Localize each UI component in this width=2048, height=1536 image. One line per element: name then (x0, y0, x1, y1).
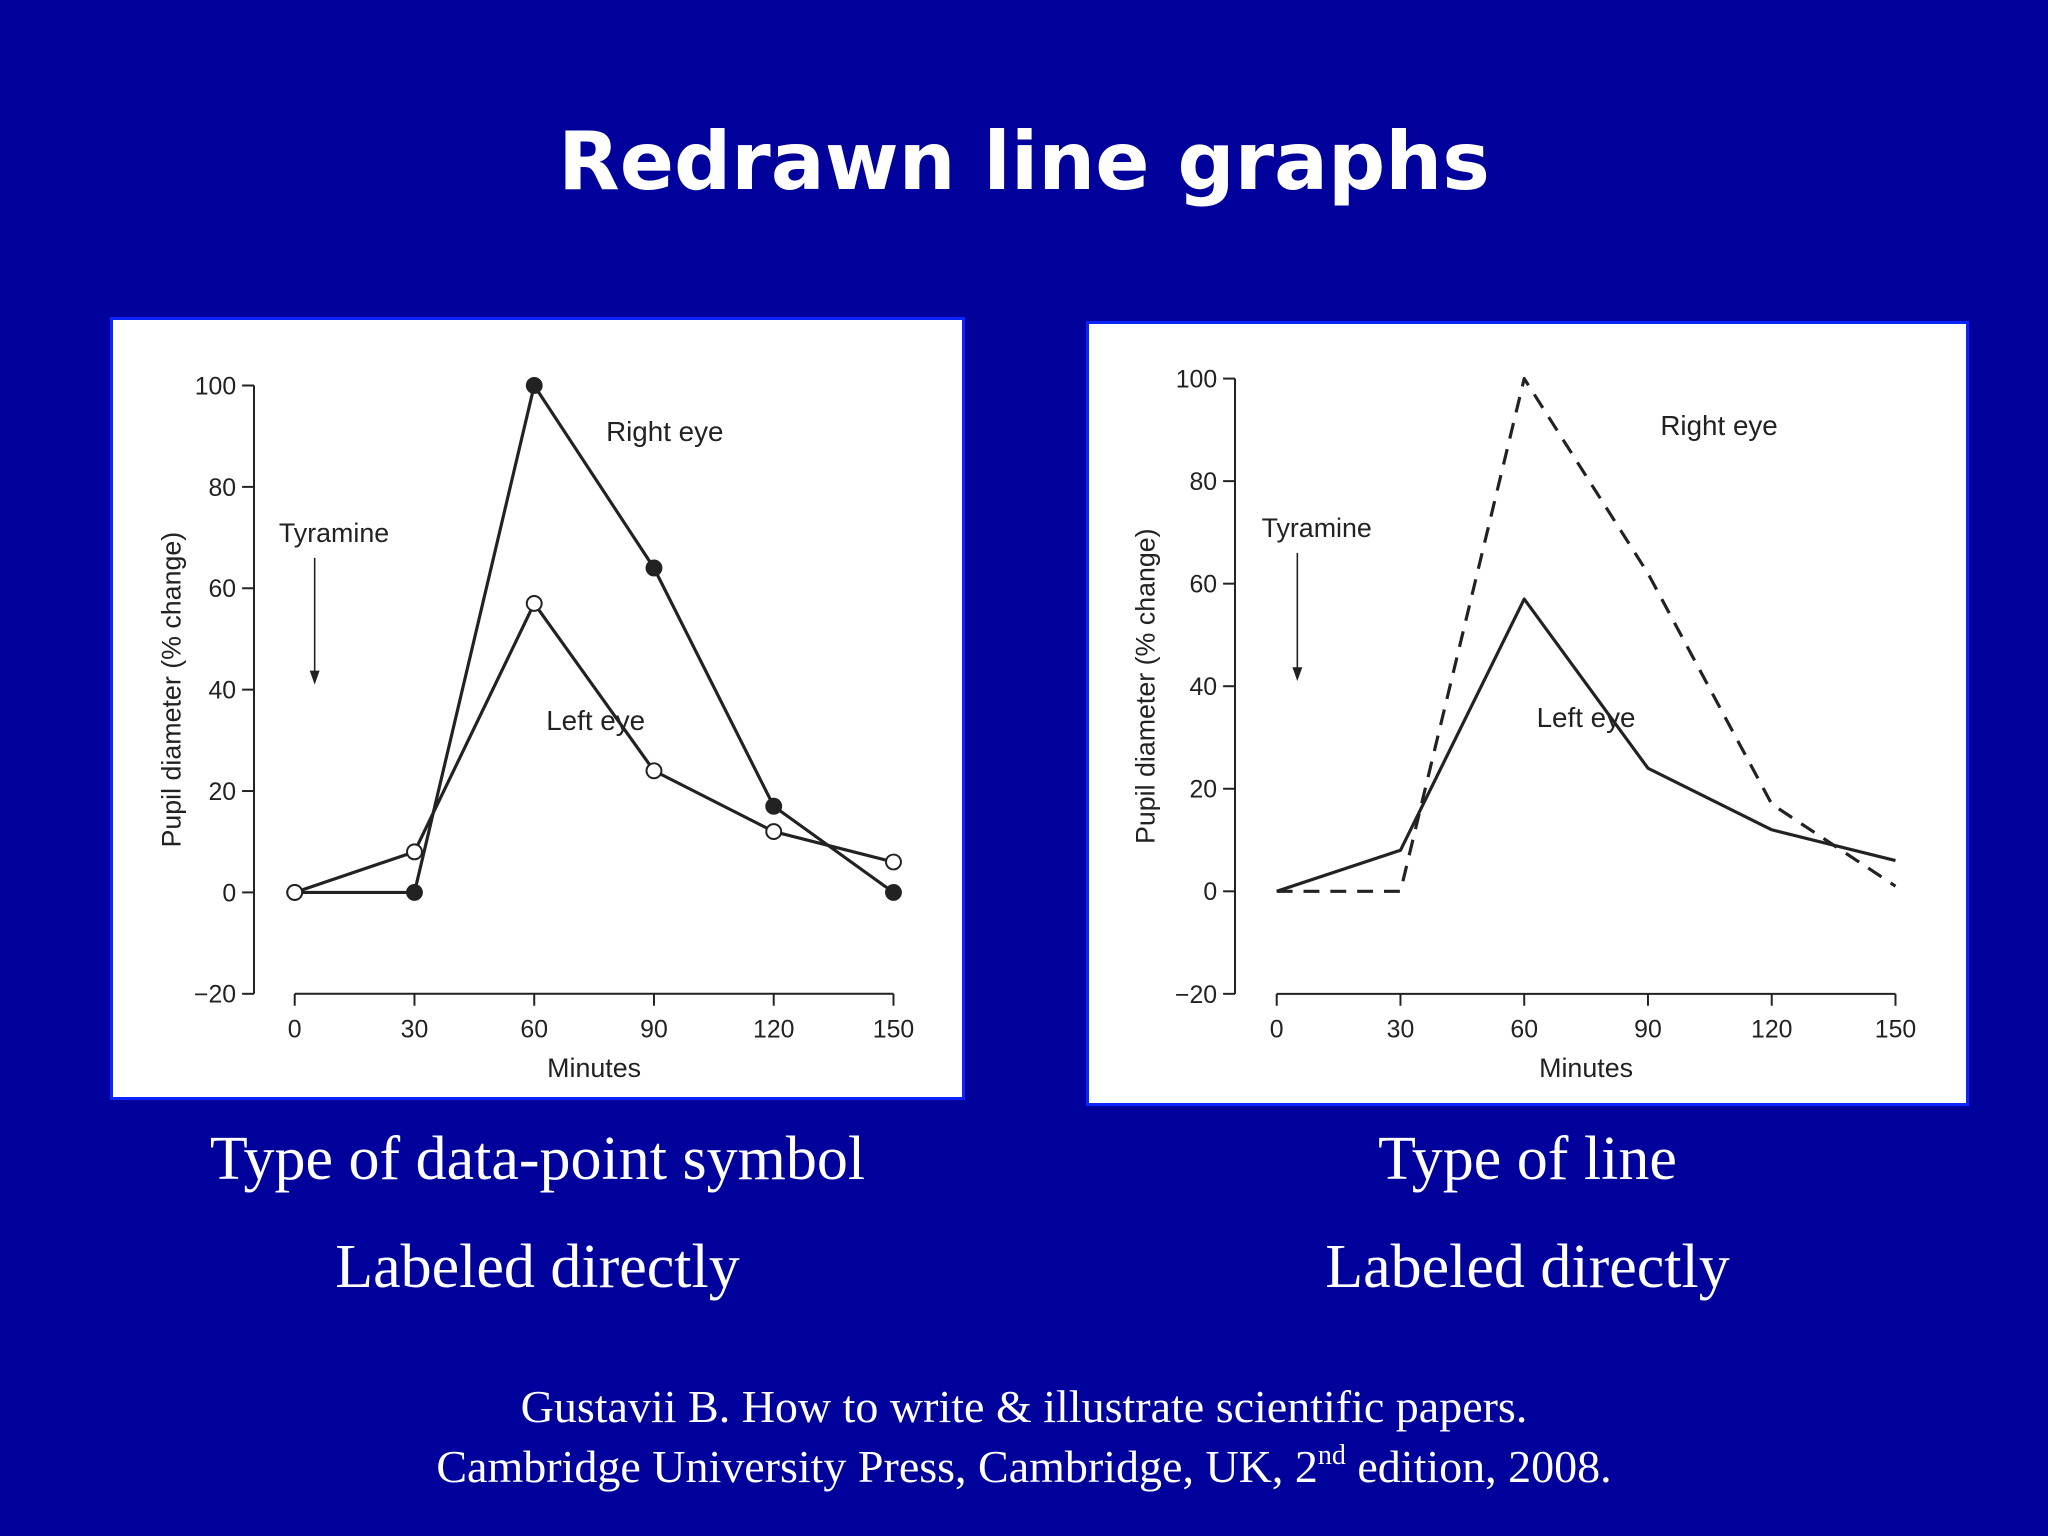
citation-line-1: Gustavii B. How to write & illustrate sc… (520, 1381, 1528, 1432)
slide-title: Redrawn line graphs (558, 115, 1490, 208)
left-caption-2: Labeled directly (335, 1233, 740, 1301)
y-tick-label: 40 (1190, 674, 1218, 701)
tyramine-arrow-head (309, 670, 320, 685)
x-tick-label: 90 (1634, 1017, 1662, 1044)
tyramine-arrow-head (1292, 667, 1303, 682)
left-eye-point (286, 883, 304, 901)
y-tick-label: 80 (1190, 469, 1218, 496)
citation-line-2-b: edition, 2008. (1345, 1441, 1612, 1492)
right-eye-point (406, 883, 423, 901)
y-tick-label: 100 (1176, 367, 1217, 394)
y-axis-label: Pupil diameter (% change) (1131, 528, 1161, 844)
tyramine-label: Tyramine (279, 518, 389, 548)
y-tick-label: 0 (1203, 879, 1217, 906)
left-eye-point (406, 843, 423, 861)
left-eye-label: Left eye (546, 705, 645, 736)
y-tick-label: 80 (209, 475, 237, 502)
y-tick-label: 40 (209, 678, 237, 705)
right-eye-point (765, 797, 783, 815)
y-tick-label: 60 (209, 576, 237, 603)
citation-line-2-a: Cambridge University Press, Cambridge, U… (436, 1441, 1318, 1492)
left-eye-line (1276, 597, 1896, 893)
x-tick-label: 60 (520, 1016, 548, 1043)
chart-symbols: −20 0 20 40 60 80 100 0 30 60 90 120 150 Minutes Pupil… (157, 373, 915, 1083)
x-tick-label: 120 (753, 1016, 794, 1043)
y-tick-label: −20 (1175, 982, 1217, 1009)
x-tick-label: 150 (873, 1016, 914, 1043)
tyramine-label: Tyramine (1262, 513, 1372, 543)
y-tick-label: 0 (222, 880, 236, 907)
left-caption-1: Type of data-point symbol (209, 1125, 866, 1193)
right-eye-label: Right eye (1660, 410, 1777, 441)
x-tick-label: 0 (288, 1016, 302, 1043)
left-eye-point (645, 762, 663, 780)
right-caption-2: Labeled directly (1325, 1233, 1730, 1301)
right-eye-point (525, 377, 543, 394)
left-eye-point (525, 595, 543, 612)
x-tick-label: 60 (1510, 1017, 1538, 1044)
x-tick-label: 120 (1751, 1017, 1792, 1044)
y-tick-label: 20 (1190, 777, 1218, 804)
x-tick-label: 30 (1387, 1017, 1415, 1044)
right-caption-1: Type of line (1378, 1125, 1677, 1193)
citation-superscript: nd (1317, 1440, 1346, 1471)
x-axis-label: Minutes (1539, 1053, 1633, 1083)
right-eye-point (885, 883, 902, 901)
x-tick-label: 30 (401, 1016, 429, 1043)
chart-line-types: −20 0 20 40 60 80 100 0 30 60 90 120 150 Minutes Pupil… (1131, 367, 1917, 1084)
y-axis-label: Pupil diameter (% change) (157, 532, 187, 848)
citation-line-2: Cambridge University Press, Cambridge, U… (0, 1438, 2048, 1496)
y-tick-label: −20 (194, 982, 236, 1009)
left-eye-line (294, 601, 894, 894)
y-tick-label: 100 (195, 373, 236, 400)
left-eye-point (885, 853, 902, 871)
right-eye-line (1276, 376, 1897, 893)
right-eye-point (645, 559, 663, 577)
right-eye-line (294, 383, 895, 895)
chart-panel-line-types: −20 0 20 40 60 80 100 0 30 60 90 120 150 Minutes Pupil… (1086, 321, 1969, 1106)
x-tick-label: 150 (1875, 1017, 1916, 1044)
left-eye-point (765, 823, 783, 841)
right-eye-label: Right eye (606, 416, 723, 447)
x-tick-label: 0 (1270, 1017, 1284, 1044)
x-axis-label: Minutes (547, 1053, 641, 1083)
x-tick-label: 90 (640, 1016, 668, 1043)
y-tick-label: 60 (1190, 572, 1218, 599)
chart-panel-symbols: −20 0 20 40 60 80 100 0 30 60 90 120 150 Minutes Pupil… (110, 317, 965, 1100)
left-eye-label: Left eye (1537, 702, 1636, 733)
y-tick-label: 20 (209, 779, 237, 806)
